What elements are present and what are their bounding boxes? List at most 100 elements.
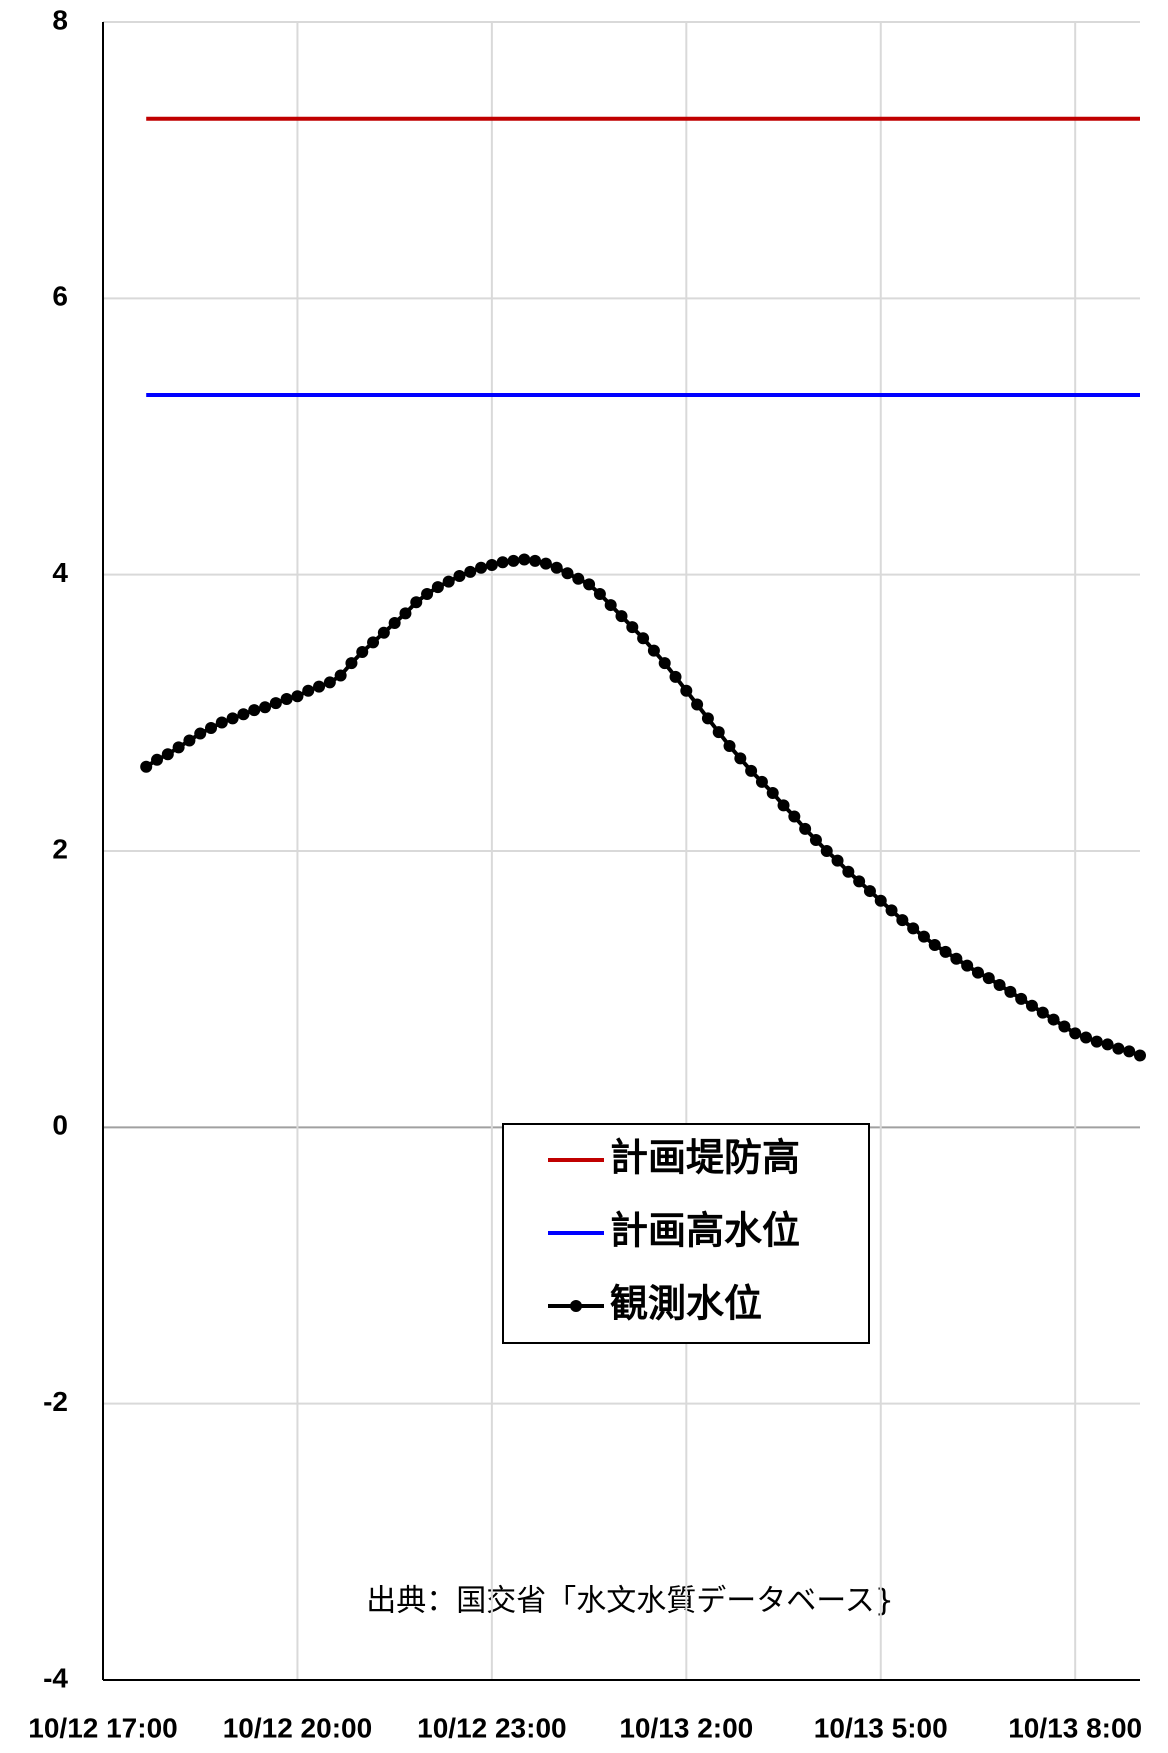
data-point xyxy=(669,670,682,683)
data-point xyxy=(172,741,185,754)
data-point xyxy=(226,712,239,725)
data-point xyxy=(561,567,574,580)
grid xyxy=(102,21,1140,1681)
data-point xyxy=(377,626,390,639)
data-point xyxy=(1101,1038,1114,1051)
data-point xyxy=(701,712,714,725)
data-point xyxy=(345,657,358,670)
data-point xyxy=(421,588,434,601)
data-point xyxy=(431,581,444,594)
legend-label: 計画堤防高 xyxy=(610,1136,800,1180)
data-point xyxy=(971,966,984,979)
data-point xyxy=(1058,1020,1071,1033)
data-point xyxy=(269,697,282,710)
data-point xyxy=(388,617,401,630)
y-tick-label: 6 xyxy=(52,281,68,312)
legend-marker xyxy=(570,1300,582,1312)
data-point xyxy=(529,554,542,567)
data-point xyxy=(205,722,218,735)
data-point xyxy=(842,865,855,878)
data-point xyxy=(885,904,898,917)
data-point xyxy=(518,553,531,566)
data-point xyxy=(647,644,660,657)
data-point xyxy=(637,632,650,645)
data-point xyxy=(1004,985,1017,998)
data-point xyxy=(1025,999,1038,1012)
data-point xyxy=(766,786,779,799)
data-point xyxy=(809,833,822,846)
data-point xyxy=(723,739,736,752)
data-point xyxy=(604,599,617,612)
data-point xyxy=(691,698,704,711)
x-tick-label: 10/13 5:00 xyxy=(814,1712,948,1743)
data-point xyxy=(1112,1042,1125,1055)
data-point xyxy=(453,570,466,583)
data-point xyxy=(367,636,380,649)
data-point xyxy=(626,621,639,634)
data-point xyxy=(475,561,488,574)
data-point xyxy=(550,561,563,574)
y-tick-label: 8 xyxy=(52,4,68,35)
data-point xyxy=(863,885,876,898)
data-point xyxy=(745,764,758,777)
data-point xyxy=(442,575,455,588)
y-tick-label: 2 xyxy=(52,833,68,864)
data-point xyxy=(313,680,326,693)
data-point xyxy=(1079,1031,1092,1044)
data-point xyxy=(1047,1013,1060,1026)
data-point xyxy=(874,894,887,907)
legend-label: 観測水位 xyxy=(610,1282,762,1326)
data-point xyxy=(950,952,963,965)
data-point xyxy=(140,760,153,773)
data-point xyxy=(410,596,423,609)
data-point xyxy=(680,684,693,697)
data-point xyxy=(907,922,920,935)
data-point xyxy=(399,607,412,620)
data-point xyxy=(151,753,164,766)
data-point xyxy=(755,775,768,788)
data-point xyxy=(734,752,747,765)
data-point xyxy=(982,972,995,985)
data-point xyxy=(572,572,585,585)
data-point xyxy=(237,708,250,721)
data-point xyxy=(485,558,498,571)
data-point xyxy=(334,669,347,682)
data-point xyxy=(1123,1045,1136,1058)
y-tick-label: -4 xyxy=(43,1662,68,1693)
data-point xyxy=(939,945,952,958)
data-point xyxy=(464,565,477,578)
data-point xyxy=(507,554,520,567)
data-point xyxy=(820,845,833,857)
y-tick-label: 4 xyxy=(52,557,68,588)
data-point xyxy=(831,854,844,867)
x-tick-label: 10/13 8:00 xyxy=(1008,1712,1142,1743)
data-point xyxy=(993,979,1006,992)
data-point xyxy=(658,657,671,670)
data-point xyxy=(215,716,228,729)
data-point xyxy=(712,726,725,739)
source-note: 出典：国交省「水文水質データベース} xyxy=(366,1584,894,1619)
data-point xyxy=(259,701,272,714)
data-point xyxy=(853,875,866,888)
data-point xyxy=(183,734,196,747)
y-tick-label: 0 xyxy=(52,1110,68,1141)
data-point xyxy=(291,690,304,703)
data-point xyxy=(1069,1027,1082,1040)
data-point xyxy=(323,676,336,689)
x-tick-label: 10/12 17:00 xyxy=(28,1712,177,1743)
y-tick-label: -2 xyxy=(43,1386,68,1417)
x-tick-label: 10/12 23:00 xyxy=(417,1712,566,1743)
data-point xyxy=(248,704,261,717)
data-point xyxy=(194,727,207,740)
data-point xyxy=(928,938,941,951)
data-point xyxy=(896,914,909,927)
data-point xyxy=(593,588,606,601)
x-tick-label: 10/13 2:00 xyxy=(619,1712,753,1743)
data-point xyxy=(356,646,369,659)
data-point xyxy=(280,693,293,706)
data-point xyxy=(583,578,596,591)
data-point xyxy=(788,810,801,823)
data-point xyxy=(496,556,509,569)
